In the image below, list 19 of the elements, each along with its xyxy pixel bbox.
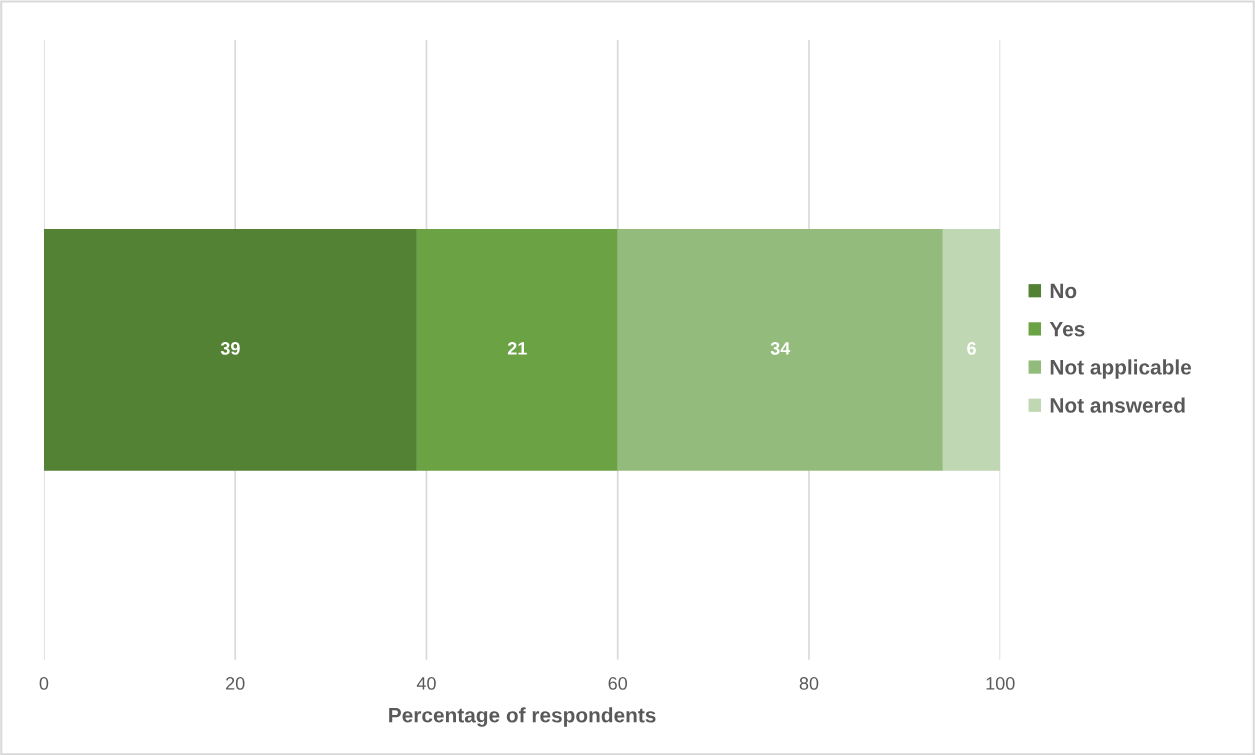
x-tick-label: 100 [986,677,1015,690]
x-tick-label: 60 [608,677,628,690]
x-tick-label: 40 [416,677,436,690]
x-tick-label: 0 [39,677,49,690]
bar [416,229,618,471]
data-label: 34 [770,342,791,355]
data-label: 39 [220,342,240,355]
bar [43,229,417,471]
x-tick-label: 20 [226,677,245,690]
legend-label: Not applicable [1050,359,1192,379]
legend-label: No [1050,283,1077,299]
legend-label: Not answered [1050,397,1185,413]
data-label: 21 [507,342,527,355]
x-axis-title: Percentage of respondents [389,707,656,727]
bar [942,229,1001,471]
legend-label: Yes [1049,321,1085,337]
data-label: 6 [967,342,976,355]
x-tick-label: 80 [799,677,819,690]
bar [617,229,943,471]
